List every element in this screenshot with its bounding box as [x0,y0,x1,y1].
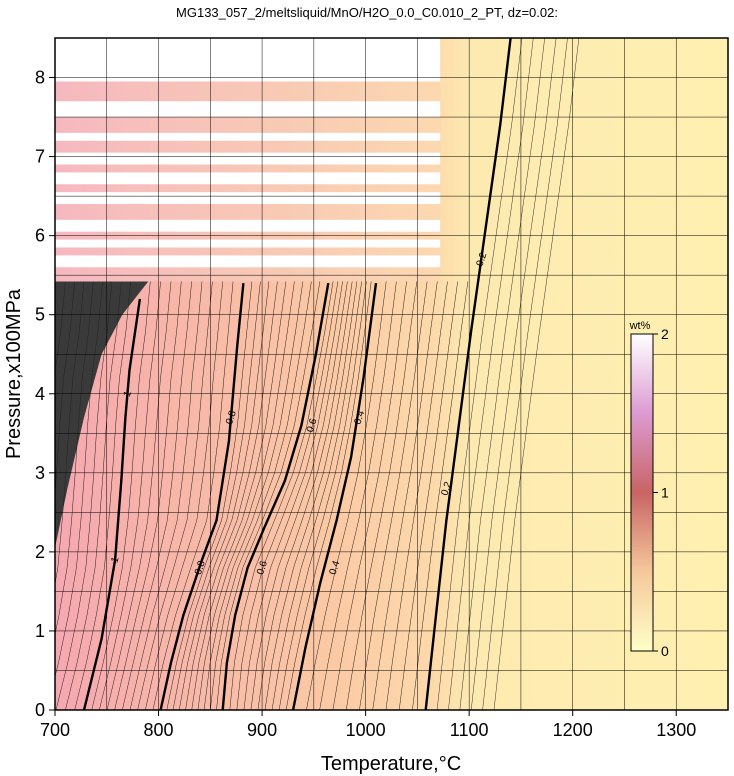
colorbar-tick-label: 2 [661,326,669,342]
plot-area: 1 1 0.8 0.8 0.6 0.6 0.4 0.4 0.2 0.2 [55,38,728,710]
colorbar-unit: wt% [629,320,651,332]
contour-label: 1 [122,389,134,398]
contour-line [82,298,142,710]
contour-label: 1 [109,555,121,564]
x-tick-label: 900 [247,720,277,740]
plot-frame [54,37,729,711]
x-axis-label: Temperature,°C [321,753,461,775]
colorbar-scale [630,333,654,652]
contour-label: 0.8 [193,559,208,576]
x-tick-label: 700 [40,720,70,740]
x-tick-label: 1000 [346,720,386,740]
y-tick-label: 0 [35,700,45,720]
colorbar-ticks: 0 1 2 [653,326,669,659]
y-tick-label: 1 [35,621,45,641]
blank-band [55,38,441,82]
contour-label: 0.8 [224,409,239,426]
colorbar-tick-label: 0 [661,643,669,659]
colorbar: wt% 0 1 2 [629,320,669,659]
blank-band [55,101,441,118]
blank-band [55,172,441,185]
x-tick-label: 1100 [450,720,489,740]
y-tick-label: 8 [35,68,45,88]
y-axis: 0 1 2 3 4 5 6 7 8 [35,68,55,720]
minor-contour [482,38,568,710]
blank-band [55,152,441,165]
major-contours [82,38,512,710]
y-tick-label: 7 [35,147,45,167]
grid-lines [55,38,728,710]
y-tick-label: 5 [35,305,45,325]
x-tick-label: 800 [144,720,174,740]
x-axis: 700 800 900 1000 1100 1200 1300 [40,710,696,740]
contour-line [159,282,245,710]
blank-band [55,132,441,141]
y-tick-label: 4 [35,384,45,404]
dense-contour-region [55,281,149,548]
minor-contour [459,38,545,710]
blank-band [55,239,441,248]
contour-labels: 1 1 0.8 0.8 0.6 0.6 0.4 0.4 0.2 0.2 [109,251,489,576]
minor-contour [470,38,557,710]
y-tick-label: 2 [35,542,45,562]
y-tick-label: 3 [35,463,45,483]
chart-title: MG133_057_2/meltsliquid/MnO/H2O_0.0_C0.0… [176,5,558,20]
x-tick-label: 1200 [553,720,593,740]
contour-line [221,282,330,710]
contour-label: 0.4 [328,559,343,576]
contour-label: 0.6 [255,559,270,576]
colorbar-tick-label: 1 [661,485,669,501]
blank-band [55,192,441,205]
contour-label: 0.6 [305,417,320,434]
x-tick-label: 1300 [656,720,696,740]
minor-contour [448,38,534,710]
minor-contour [493,38,580,710]
blank-region [55,38,441,282]
contour-line [424,38,512,710]
minor-contour [436,38,523,710]
y-axis-label: Pressure,x100MPa [3,288,25,459]
y-tick-label: 6 [35,226,45,246]
contour-line [291,282,378,710]
contour-label: 0.4 [352,409,367,426]
contour-label: 0.2 [439,480,454,497]
contour-label: 0.2 [475,251,490,268]
blank-band [55,255,441,268]
blank-band [55,219,441,232]
